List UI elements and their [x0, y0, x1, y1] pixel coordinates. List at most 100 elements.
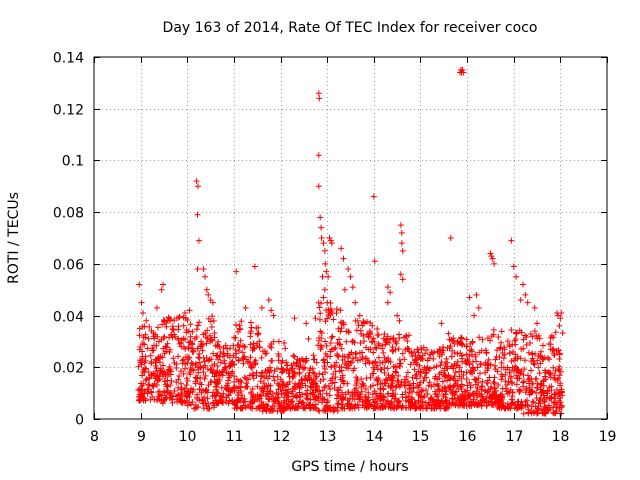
data-point	[327, 386, 334, 393]
data-point	[319, 387, 326, 394]
data-point	[312, 315, 319, 322]
data-point	[384, 333, 391, 340]
data-point	[188, 385, 195, 392]
data-point	[334, 401, 341, 408]
data-point	[537, 386, 544, 393]
data-point	[282, 345, 289, 352]
data-point	[484, 365, 491, 372]
data-point	[286, 367, 293, 374]
data-point	[401, 356, 408, 363]
x-tick-label: 13	[319, 429, 337, 445]
data-point	[525, 349, 532, 356]
data-point	[362, 386, 369, 393]
data-point	[159, 373, 166, 380]
data-point	[475, 304, 482, 311]
data-point	[237, 337, 244, 344]
data-point	[205, 400, 212, 407]
data-point	[444, 377, 451, 384]
data-point	[396, 383, 403, 390]
data-point	[367, 346, 374, 353]
y-tick-label: 0.12	[53, 103, 84, 119]
data-point	[321, 396, 328, 403]
data-point	[393, 383, 400, 390]
data-point	[537, 400, 544, 407]
data-point	[370, 335, 377, 342]
data-point	[520, 345, 527, 352]
data-point	[207, 318, 214, 325]
data-point	[393, 369, 400, 376]
data-point	[289, 398, 296, 405]
data-point	[381, 330, 388, 337]
data-point	[549, 346, 556, 353]
data-point	[136, 332, 143, 339]
data-point	[150, 383, 157, 390]
data-point	[495, 333, 502, 340]
data-point	[488, 253, 495, 260]
data-point	[168, 368, 175, 375]
data-point	[466, 391, 473, 398]
data-point	[385, 403, 392, 410]
data-point	[499, 385, 506, 392]
data-point	[324, 299, 331, 306]
data-point	[213, 386, 220, 393]
data-point	[424, 364, 431, 371]
data-point	[265, 297, 272, 304]
data-point	[214, 400, 221, 407]
data-point	[253, 325, 260, 332]
data-point	[210, 350, 217, 357]
data-point	[393, 340, 400, 347]
data-point	[557, 399, 564, 406]
data-point	[152, 368, 159, 375]
data-point	[487, 386, 494, 393]
data-point	[192, 380, 199, 387]
data-point	[398, 240, 405, 247]
data-point	[389, 393, 396, 400]
data-point	[194, 375, 201, 382]
data-point	[508, 358, 515, 365]
data-point	[448, 336, 455, 343]
data-point	[153, 365, 160, 372]
data-point	[372, 344, 379, 351]
x-tick-label: 19	[599, 429, 617, 445]
data-point	[215, 378, 222, 385]
data-point	[310, 356, 317, 363]
data-point	[220, 399, 227, 406]
data-point	[215, 356, 222, 363]
data-point	[363, 400, 370, 407]
data-point	[314, 383, 321, 390]
data-point	[331, 379, 338, 386]
data-point	[176, 372, 183, 379]
data-point	[185, 328, 192, 335]
data-point	[495, 403, 502, 410]
data-point	[240, 354, 247, 361]
data-point	[141, 341, 148, 348]
data-point	[514, 366, 521, 373]
data-point	[188, 360, 195, 367]
data-point	[209, 299, 216, 306]
data-point	[322, 383, 329, 390]
data-point	[184, 394, 191, 401]
data-point	[351, 365, 358, 372]
data-point	[225, 400, 232, 407]
data-point	[443, 388, 450, 395]
data-point	[173, 361, 180, 368]
data-point	[540, 377, 547, 384]
data-point	[524, 397, 531, 404]
data-point	[201, 375, 208, 382]
data-point	[381, 364, 388, 371]
data-point	[331, 384, 338, 391]
data-point	[194, 345, 201, 352]
data-point	[347, 273, 354, 280]
data-point	[466, 294, 473, 301]
data-point	[315, 342, 322, 349]
data-point	[325, 309, 332, 316]
data-point	[414, 389, 421, 396]
data-point	[208, 378, 215, 385]
data-point	[483, 349, 490, 356]
data-point	[362, 355, 369, 362]
data-point	[356, 312, 363, 319]
data-point	[375, 331, 382, 338]
data-point	[333, 395, 340, 402]
data-point	[553, 386, 560, 393]
data-point	[209, 313, 216, 320]
